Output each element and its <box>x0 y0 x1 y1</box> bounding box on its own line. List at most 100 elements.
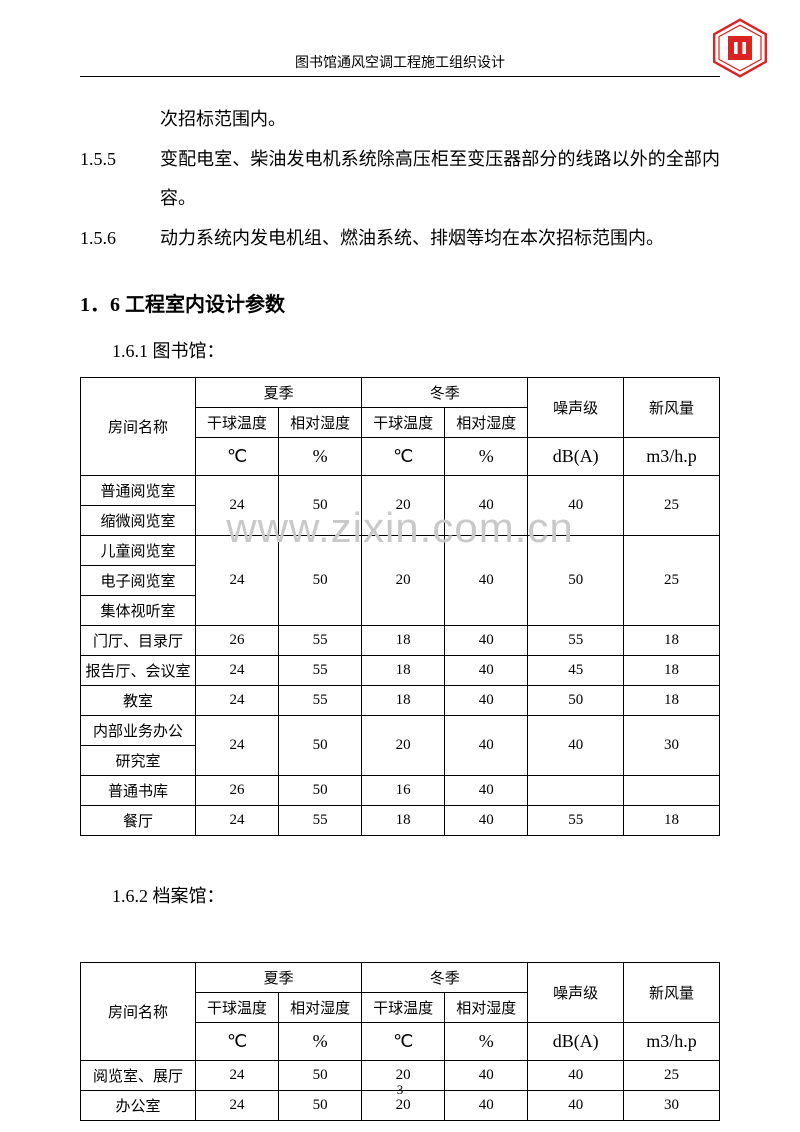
value-cell: 55 <box>279 656 362 686</box>
room-name-cell: 儿童阅览室 <box>81 536 196 566</box>
value-cell: 40 <box>445 626 528 656</box>
para-1-5-5: 1.5.5变配电室、柴油发电机系统除高压柜至变压器部分的线路以外的全部内容。 <box>80 140 720 219</box>
value-cell: 18 <box>624 686 720 716</box>
room-name-cell: 普通阅览室 <box>81 476 196 506</box>
unit-db: dB(A) <box>528 438 624 476</box>
unit-c: ℃ <box>196 1023 279 1061</box>
col-rh: 相对湿度 <box>279 993 362 1023</box>
subheading-1-6-2: 1.6.2 档案馆： <box>112 882 720 908</box>
unit-m3: m3/h.p <box>624 1023 720 1061</box>
value-cell: 18 <box>362 686 445 716</box>
value-cell: 24 <box>196 656 279 686</box>
value-cell: 55 <box>279 806 362 836</box>
value-cell: 50 <box>528 686 624 716</box>
value-cell: 40 <box>445 536 528 626</box>
col-rh: 相对湿度 <box>445 993 528 1023</box>
unit-c: ℃ <box>362 438 445 476</box>
unit-db: dB(A) <box>528 1023 624 1061</box>
value-cell: 40 <box>445 806 528 836</box>
col-drybulb: 干球温度 <box>362 993 445 1023</box>
value-cell: 55 <box>279 686 362 716</box>
col-freshair: 新风量 <box>624 378 720 438</box>
page-number: 3 <box>0 1082 800 1098</box>
value-cell: 20 <box>362 476 445 536</box>
room-name-cell: 集体视听室 <box>81 596 196 626</box>
value-cell: 24 <box>196 476 279 536</box>
para-1-5-6: 1.5.6动力系统内发电机组、燃油系统、排烟等均在本次招标范围内。 <box>80 219 720 259</box>
page-body: 次招标范围内。 1.5.5变配电室、柴油发电机系统除高压柜至变压器部分的线路以外… <box>80 60 720 1121</box>
unit-pct: % <box>445 438 528 476</box>
value-cell: 24 <box>196 686 279 716</box>
value-cell: 50 <box>279 536 362 626</box>
col-freshair: 新风量 <box>624 963 720 1023</box>
value-cell: 24 <box>196 806 279 836</box>
unit-pct: % <box>279 1023 362 1061</box>
room-name-cell: 教室 <box>81 686 196 716</box>
unit-c: ℃ <box>362 1023 445 1061</box>
para-number: 1.5.6 <box>80 219 160 259</box>
col-winter: 冬季 <box>362 963 528 993</box>
header-rule <box>80 76 720 77</box>
value-cell: 40 <box>445 776 528 806</box>
value-cell: 40 <box>445 656 528 686</box>
value-cell: 18 <box>362 626 445 656</box>
section-heading-1-6: 1．6 工程室内设计参数 <box>80 288 720 317</box>
col-noise: 噪声级 <box>528 963 624 1023</box>
value-cell: 40 <box>445 686 528 716</box>
value-cell: 18 <box>624 626 720 656</box>
value-cell: 26 <box>196 776 279 806</box>
library-params-table: 房间名称夏季冬季噪声级新风量干球温度相对湿度干球温度相对湿度℃%℃%dB(A)m… <box>80 377 720 836</box>
stamp-logo <box>710 18 770 78</box>
col-room: 房间名称 <box>81 963 196 1061</box>
col-drybulb: 干球温度 <box>196 408 279 438</box>
col-winter: 冬季 <box>362 378 528 408</box>
unit-pct: % <box>445 1023 528 1061</box>
value-cell: 18 <box>624 806 720 836</box>
value-cell: 26 <box>196 626 279 656</box>
room-name-cell: 缩微阅览室 <box>81 506 196 536</box>
para-text: 动力系统内发电机组、燃油系统、排烟等均在本次招标范围内。 <box>160 219 720 259</box>
value-cell: 30 <box>624 716 720 776</box>
col-rh: 相对湿度 <box>279 408 362 438</box>
value-cell: 40 <box>445 476 528 536</box>
value-cell: 20 <box>362 716 445 776</box>
value-cell: 45 <box>528 656 624 686</box>
room-name-cell: 内部业务办公 <box>81 716 196 746</box>
value-cell: 40 <box>528 716 624 776</box>
value-cell <box>624 776 720 806</box>
value-cell: 18 <box>362 656 445 686</box>
table-row: 门厅、目录厅265518405518 <box>81 626 720 656</box>
value-cell: 25 <box>624 476 720 536</box>
unit-m3: m3/h.p <box>624 438 720 476</box>
table-row: 内部业务办公245020404030 <box>81 716 720 746</box>
room-name-cell: 普通书库 <box>81 776 196 806</box>
value-cell <box>528 776 624 806</box>
para-text: 变配电室、柴油发电机系统除高压柜至变压器部分的线路以外的全部内容。 <box>160 140 720 219</box>
table-row: 儿童阅览室245020405025 <box>81 536 720 566</box>
col-rh: 相对湿度 <box>445 408 528 438</box>
col-room: 房间名称 <box>81 378 196 476</box>
room-name-cell: 报告厅、会议室 <box>81 656 196 686</box>
value-cell: 50 <box>279 716 362 776</box>
subheading-1-6-1: 1.6.1 图书馆： <box>112 337 720 363</box>
table-row: 教室245518405018 <box>81 686 720 716</box>
col-drybulb: 干球温度 <box>196 993 279 1023</box>
room-name-cell: 研究室 <box>81 746 196 776</box>
value-cell: 55 <box>279 626 362 656</box>
table-row: 普通书库26501640 <box>81 776 720 806</box>
page: 图书馆通风空调工程施工组织设计 www.zixin.com.cn 次招标范围内。… <box>0 0 800 1132</box>
room-name-cell: 餐厅 <box>81 806 196 836</box>
value-cell: 24 <box>196 716 279 776</box>
value-cell: 50 <box>528 536 624 626</box>
unit-pct: % <box>279 438 362 476</box>
value-cell: 16 <box>362 776 445 806</box>
table-row: 报告厅、会议室245518404518 <box>81 656 720 686</box>
para-number: 1.5.5 <box>80 140 160 180</box>
unit-c: ℃ <box>196 438 279 476</box>
value-cell: 40 <box>528 476 624 536</box>
value-cell: 50 <box>279 776 362 806</box>
running-head: 图书馆通风空调工程施工组织设计 <box>0 52 800 72</box>
room-name-cell: 电子阅览室 <box>81 566 196 596</box>
col-drybulb: 干球温度 <box>362 408 445 438</box>
value-cell: 50 <box>279 476 362 536</box>
